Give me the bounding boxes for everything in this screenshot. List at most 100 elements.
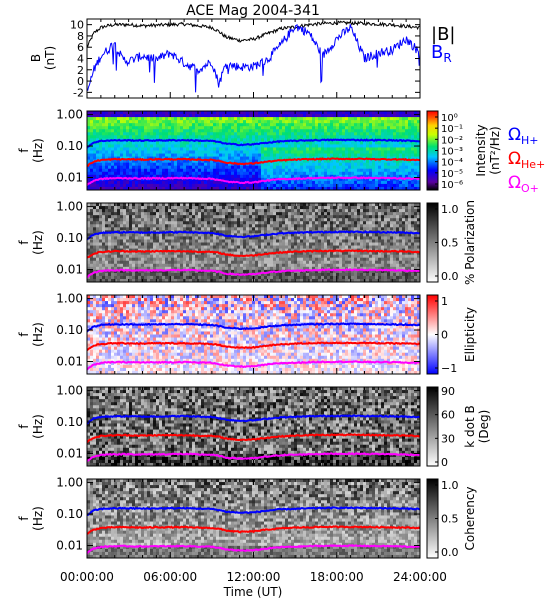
coherency-y-label: f (Hz)	[17, 506, 45, 531]
b-field-ytick-label: -2	[73, 86, 84, 99]
kdotb-colorbar-title: k dot B	[463, 405, 477, 447]
b-field-ytick-label: 0	[77, 75, 84, 88]
intensity-panel: 1.00 0.10 0.01 f (Hz) 10⁰10⁻¹10⁻²10⁻³10⁻⁴10⁻⁵…	[17, 108, 502, 191]
chart-title: ACE Mag 2004-341	[186, 3, 320, 19]
series-line-abs-b	[87, 19, 420, 48]
kdotb-colorbar-unit: (Deg)	[477, 410, 491, 444]
ellipticity-gyro-line-heplus	[87, 341, 420, 351]
intensity-ytick-label: 0.01	[56, 170, 83, 184]
kdotb-spectrogram	[87, 387, 420, 466]
coherency-ytick-label: 0.01	[56, 538, 83, 552]
ellipticity-gyro-line-oplus	[87, 360, 420, 371]
kdotb-gyro-line-hplus	[87, 414, 420, 425]
kdotb-yunit: (Hz)	[31, 414, 45, 439]
intensity-colorbar-tick: 10⁻⁴	[441, 158, 463, 169]
coherency-colorbar-title: Coherency	[463, 486, 477, 550]
b-field-ylabel: B	[29, 54, 43, 62]
polarization-gyro-line-heplus	[87, 249, 420, 259]
intensity-colorbar-tick: 10⁻²	[441, 135, 463, 146]
b-field-yunit: (nT)	[43, 46, 57, 70]
kdotb-colorbar-title-group: k dot B (Deg)	[463, 405, 491, 447]
coherency-ylabel: f	[17, 516, 31, 521]
coherency-ytick-label: 0.10	[56, 507, 83, 521]
gyro-legend-oplus: ΩO+	[508, 173, 539, 195]
legend-abs-b: |B|	[431, 24, 455, 45]
polarization-panel: 1.00 0.10 0.01 f (Hz) 1.0 0.5 0.0 % Polarization	[17, 200, 477, 285]
intensity-colorbar-tick: 10⁻⁶	[441, 180, 463, 191]
kdotb-ytick-label: 1.00	[56, 384, 83, 398]
intensity-gyro-line-hplus	[87, 138, 420, 149]
intensity-colorbar-tick: 10⁻¹	[441, 124, 463, 135]
intensity-colorbar-tick: 10⁻³	[441, 147, 463, 158]
coherency-ytick-label: 1.00	[56, 476, 83, 490]
intensity-y-label: f (Hz)	[17, 138, 45, 163]
intensity-colorbar-title: Intensity	[474, 124, 488, 176]
ellipticity-colorbar-tick: 1	[441, 295, 448, 308]
polarization-ylabel: f	[17, 240, 31, 245]
polarization-ytick-label: 0.10	[56, 231, 83, 245]
x-tick-label: 24:00:00	[393, 570, 447, 584]
x-tick-label: 18:00:00	[310, 570, 364, 584]
intensity-colorbar-tick: 10⁻⁵	[441, 169, 463, 180]
polarization-colorbar-tick: 0.0	[441, 270, 459, 283]
polarization-ytick-label: 0.01	[56, 262, 83, 276]
b-field-ytick-label: 4	[77, 53, 84, 66]
intensity-ytick-label: 0.10	[56, 139, 83, 153]
coherency-colorbar-tick: 0.0	[441, 546, 459, 559]
ellipticity-colorbar-tick: −1	[441, 362, 457, 375]
polarization-colorbar-title-group: % Polarization	[463, 200, 477, 285]
polarization-colorbar-title: % Polarization	[463, 200, 477, 285]
b-field-ytick-label: 2	[77, 64, 84, 77]
ellipticity-yunit: (Hz)	[31, 322, 45, 347]
intensity-colorbar-tick: 10⁰	[441, 113, 458, 124]
intensity-ylabel: f	[17, 148, 31, 153]
polarization-yunit: (Hz)	[31, 230, 45, 255]
coherency-gyro-line-oplus	[87, 544, 420, 555]
series-line-br	[87, 23, 420, 93]
polarization-gyro-line-oplus	[87, 267, 420, 279]
kdotb-gyro-line-heplus	[87, 433, 420, 444]
ellipticity-colorbar-tick: 0	[441, 329, 448, 342]
ellipticity-ytick-label: 0.01	[56, 354, 83, 368]
polarization-y-label: f (Hz)	[17, 230, 45, 255]
kdotb-ylabel: f	[17, 424, 31, 429]
b-field-ytick-label: 6	[77, 41, 84, 54]
coherency-spectrogram	[87, 479, 420, 558]
ellipticity-panel: 1.00 0.10 0.01 f (Hz) 1 0 −1 Ellipticity	[17, 292, 477, 375]
intensity-ytick-label: 1.00	[56, 108, 83, 122]
ellipticity-ytick-label: 1.00	[56, 292, 83, 306]
coherency-colorbar-tick: 0.5	[441, 513, 459, 526]
ellipticity-colorbar-title-group: Ellipticity	[463, 307, 477, 362]
intensity-gyro-line-oplus	[87, 176, 420, 186]
kdotb-panel: 1.00 0.10 0.01 f (Hz) 90 60 30 0 k dot B (Deg)	[17, 384, 491, 469]
x-axis-label: Time (UT)	[223, 585, 283, 599]
kdotb-colorbar-tick: 30	[441, 432, 455, 445]
coherency-panel: 1.00 0.10 0.01 f (Hz) 1.0 0.5 0.0 Coherency	[17, 476, 477, 559]
gyro-legend-heplus: ΩHe+	[508, 149, 545, 171]
polarization-spectrogram	[87, 203, 420, 282]
b-field-y-label: B (nT)	[29, 46, 57, 70]
x-tick-label: 06:00:00	[143, 570, 197, 584]
ellipticity-y-label: f (Hz)	[17, 322, 45, 347]
intensity-yunit: (Hz)	[31, 138, 45, 163]
kdotb-ytick-label: 0.10	[56, 415, 83, 429]
ellipticity-colorbar-title: Ellipticity	[463, 307, 477, 362]
b-field-ytick-label: 8	[77, 30, 84, 43]
intensity-colorbar-title-group: Intensity (nT²/Hz)	[474, 124, 502, 176]
intensity-spectrogram	[87, 111, 420, 190]
legend-br: BR	[431, 42, 452, 65]
ellipticity-gyro-line-hplus	[87, 322, 420, 333]
x-tick-label: 00:00:00	[60, 570, 114, 584]
kdotb-gyro-line-oplus	[87, 451, 420, 463]
kdotb-colorbar-tick: 60	[441, 409, 455, 422]
intensity-gyro-line-heplus	[87, 157, 420, 167]
polarization-colorbar-tick: 1.0	[441, 203, 459, 216]
polarization-ytick-label: 1.00	[56, 200, 83, 214]
coherency-gyro-line-hplus	[87, 506, 420, 516]
coherency-gyro-line-heplus	[87, 525, 420, 535]
b-field-ytick-label: 10	[70, 19, 84, 32]
kdotb-colorbar-tick: 0	[441, 456, 448, 469]
x-tick-label: 12:00:00	[227, 570, 281, 584]
